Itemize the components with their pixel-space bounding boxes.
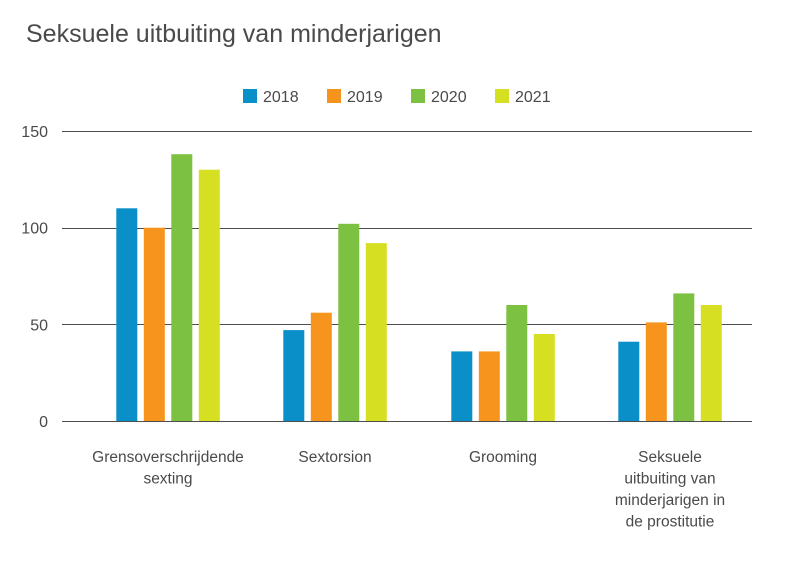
y-tick-label-0: 0	[39, 414, 48, 431]
y-tick-label-150: 150	[21, 124, 48, 141]
bar-2019-cat2	[478, 351, 500, 421]
bar-2021-cat2	[533, 334, 555, 421]
x-category-label-line: de prostitutie	[626, 514, 715, 531]
legend-label-2018: 2018	[263, 89, 299, 106]
x-category-label-line: sexting	[143, 471, 192, 488]
x-axis-categories: Grensoverschrijdende sexting Sextorsion Gro…	[92, 449, 725, 531]
legend-label-2021: 2021	[515, 89, 551, 106]
legend-swatch-2020	[411, 89, 425, 103]
bar-2019-cat3	[645, 322, 667, 421]
x-category-label-1: Sextorsion	[298, 449, 371, 466]
bar-2020-cat0	[171, 154, 193, 421]
y-tick-label-100: 100	[21, 221, 48, 238]
x-category-label-line: Sextorsion	[298, 449, 371, 466]
y-tick-label-50: 50	[30, 317, 48, 334]
bar-2018-cat1	[283, 330, 305, 421]
x-category-label-line: Grooming	[469, 449, 537, 466]
bar-2018-cat0	[116, 208, 138, 421]
bar-2019-cat1	[310, 312, 332, 421]
bar-2019-cat0	[143, 227, 165, 421]
bar-2018-cat2	[451, 351, 473, 421]
y-axis-ticks: 0 50 100 150	[21, 124, 48, 431]
chart-title: Seksuele uitbuiting van minderjarigen	[26, 20, 442, 48]
bar-2021-cat0	[198, 169, 220, 421]
x-category-label-2: Grooming	[469, 449, 537, 466]
bar-2020-cat1	[338, 223, 360, 421]
bar-2020-cat2	[506, 305, 528, 421]
x-category-label-3: Seksuele uitbuiting van minderjarigen in de…	[615, 449, 725, 531]
bar-2021-cat3	[700, 305, 722, 421]
bar-2020-cat3	[673, 293, 695, 421]
x-category-label-line: minderjarigen in	[615, 492, 725, 509]
x-category-label-line: uitbuiting van	[624, 471, 715, 488]
legend-label-2019: 2019	[347, 89, 383, 106]
legend-swatch-2021	[495, 89, 509, 103]
legend: 2018 2019 2020 2021	[243, 89, 551, 106]
legend-swatch-2018	[243, 89, 257, 103]
x-category-label-line: Seksuele	[638, 449, 702, 466]
bars	[116, 154, 722, 421]
bar-2021-cat1	[365, 243, 387, 421]
x-category-label-0: Grensoverschrijdende sexting	[92, 449, 244, 488]
bar-2018-cat3	[618, 341, 640, 421]
legend-swatch-2019	[327, 89, 341, 103]
x-category-label-line: Grensoverschrijdende	[92, 449, 244, 466]
legend-label-2020: 2020	[431, 89, 467, 106]
